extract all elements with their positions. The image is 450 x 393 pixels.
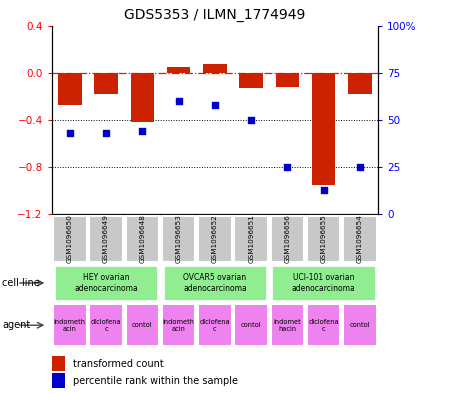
Bar: [343, 304, 377, 347]
Bar: [203, 64, 227, 73]
Text: GSM1096654: GSM1096654: [357, 214, 363, 263]
Text: HEY ovarian
adenocarcinoma: HEY ovarian adenocarcinoma: [74, 273, 138, 293]
Bar: [307, 216, 340, 262]
Text: indometh
acin: indometh acin: [162, 319, 194, 332]
Bar: [271, 304, 304, 347]
Point: [175, 98, 182, 104]
Text: GSM1096651: GSM1096651: [248, 214, 254, 263]
Text: GSM1096648: GSM1096648: [140, 214, 145, 263]
Bar: [239, 73, 263, 88]
Bar: [53, 304, 86, 347]
Text: contol: contol: [350, 322, 370, 328]
Bar: [90, 216, 123, 262]
Bar: [167, 67, 190, 73]
Title: GDS5353 / ILMN_1774949: GDS5353 / ILMN_1774949: [124, 8, 306, 22]
Text: GSM1096653: GSM1096653: [176, 214, 182, 263]
Bar: [307, 304, 340, 347]
Bar: [94, 73, 118, 94]
Bar: [126, 304, 159, 347]
Point: [66, 130, 73, 136]
Bar: [163, 265, 267, 301]
Text: diclofena
c: diclofena c: [91, 319, 122, 332]
Bar: [234, 304, 268, 347]
Text: GSM1096650: GSM1096650: [67, 214, 73, 263]
Bar: [52, 356, 65, 371]
Bar: [348, 73, 372, 94]
Bar: [343, 216, 377, 262]
Bar: [198, 216, 232, 262]
Text: cell line: cell line: [2, 278, 40, 288]
Bar: [275, 73, 299, 87]
Bar: [52, 373, 65, 388]
Bar: [126, 216, 159, 262]
Text: diclofena
c: diclofena c: [199, 319, 230, 332]
Text: UCI-101 ovarian
adenocarcinoma: UCI-101 ovarian adenocarcinoma: [292, 273, 356, 293]
Text: transformed count: transformed count: [73, 358, 164, 369]
Text: indometh
acin: indometh acin: [54, 319, 86, 332]
Bar: [162, 304, 195, 347]
Bar: [198, 304, 232, 347]
Text: OVCAR5 ovarian
adenocarcinoma: OVCAR5 ovarian adenocarcinoma: [183, 273, 247, 293]
Text: contol: contol: [132, 322, 153, 328]
Point: [320, 187, 327, 193]
Bar: [271, 265, 376, 301]
Point: [356, 164, 364, 170]
Bar: [90, 304, 123, 347]
Bar: [312, 73, 335, 185]
Point: [284, 164, 291, 170]
Bar: [58, 73, 81, 105]
Text: diclofena
c: diclofena c: [308, 319, 339, 332]
Point: [139, 128, 146, 134]
Point: [103, 130, 110, 136]
Point: [212, 102, 219, 108]
Bar: [234, 216, 268, 262]
Text: GSM1096652: GSM1096652: [212, 214, 218, 263]
Bar: [130, 73, 154, 122]
Point: [248, 117, 255, 123]
Bar: [54, 265, 158, 301]
Text: GSM1096655: GSM1096655: [320, 214, 327, 263]
Bar: [162, 216, 195, 262]
Bar: [53, 216, 86, 262]
Bar: [271, 216, 304, 262]
Text: indomet
hacin: indomet hacin: [274, 319, 301, 332]
Text: contol: contol: [241, 322, 261, 328]
Text: GSM1096649: GSM1096649: [103, 214, 109, 263]
Text: agent: agent: [2, 320, 31, 330]
Text: GSM1096656: GSM1096656: [284, 214, 290, 263]
Text: percentile rank within the sample: percentile rank within the sample: [73, 376, 238, 386]
